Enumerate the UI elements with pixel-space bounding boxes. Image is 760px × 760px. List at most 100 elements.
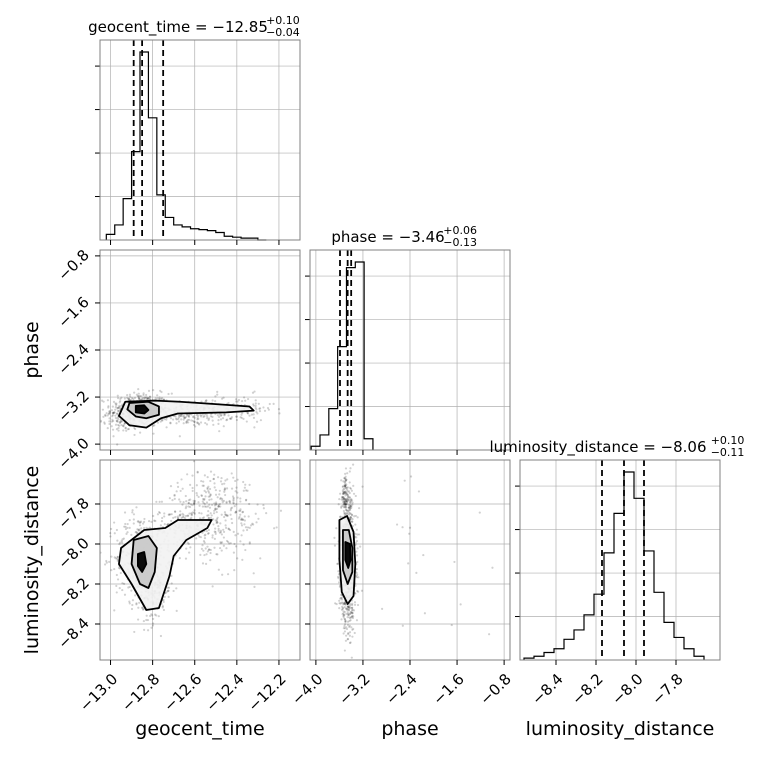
- scatter-point: [167, 589, 170, 592]
- scatter-point: [232, 496, 235, 500]
- scatter-point: [150, 613, 153, 616]
- scatter-point: [109, 411, 112, 414]
- scatter-point: [122, 425, 125, 428]
- scatter-point: [342, 612, 345, 615]
- scatter-point: [143, 396, 146, 399]
- scatter-point: [245, 498, 248, 501]
- scatter-point: [131, 509, 134, 512]
- scatter-point: [148, 395, 152, 399]
- scatter-point: [112, 411, 115, 414]
- scatter-point: [152, 514, 155, 518]
- scatter-point: [221, 499, 224, 502]
- scatter-point: [170, 392, 173, 395]
- scatter-point: [170, 574, 173, 577]
- scatter-point: [248, 414, 251, 417]
- scatter-point: [351, 606, 354, 609]
- scatter-point: [342, 502, 345, 506]
- scatter-point: [239, 509, 242, 512]
- scatter-point: [126, 522, 129, 526]
- scatter-point: [346, 494, 349, 497]
- scatter-point: [193, 499, 197, 503]
- scatter-point: [187, 414, 190, 418]
- scatter-point: [335, 527, 338, 530]
- scatter-point: [137, 397, 140, 400]
- scatter-point: [351, 616, 355, 620]
- scatter-point: [118, 543, 121, 546]
- scatter-point: [176, 485, 180, 488]
- scatter-point: [186, 541, 189, 544]
- scatter-point: [131, 511, 134, 514]
- scatter-point: [190, 513, 193, 516]
- scatter-point: [140, 527, 143, 530]
- scatter-point: [346, 637, 350, 641]
- scatter-point: [148, 397, 152, 401]
- scatter-point: [163, 595, 166, 598]
- scatter-point: [220, 413, 223, 416]
- scatter-point: [343, 491, 346, 494]
- scatter-point: [137, 520, 140, 523]
- scatter-point: [338, 599, 341, 602]
- scatter-point: [344, 620, 347, 623]
- scatter-point: [353, 601, 357, 604]
- scatter-point: [206, 415, 209, 418]
- scatter-point: [147, 397, 150, 400]
- scatter-point: [213, 530, 216, 533]
- scatter-point: [135, 603, 138, 606]
- scatter-point: [227, 527, 230, 530]
- scatter-point: [207, 495, 210, 498]
- scatter-point: [347, 499, 350, 502]
- scatter-point: [200, 547, 203, 551]
- scatter-point: [346, 620, 350, 623]
- scatter-point: [344, 601, 347, 605]
- scatter-point: [188, 512, 191, 515]
- scatter-point: [240, 524, 244, 527]
- scatter-point: [197, 501, 200, 504]
- scatter-point: [199, 421, 203, 424]
- title-text: geocent_time = −12.85: [88, 18, 268, 37]
- scatter-point: [106, 399, 110, 402]
- scatter-point: [209, 551, 212, 555]
- scatter-point: [119, 541, 122, 544]
- scatter-point: [217, 527, 220, 530]
- scatter-point: [203, 505, 206, 508]
- scatter-point: [110, 569, 113, 572]
- scatter-point: [338, 585, 341, 588]
- scatter-point: [348, 470, 351, 473]
- scatter-point: [348, 625, 351, 628]
- scatter-point: [246, 411, 249, 414]
- scatter-point: [130, 397, 134, 400]
- scatter-point: [191, 489, 194, 493]
- scatter-point: [193, 512, 196, 515]
- scatter-point: [353, 603, 357, 606]
- scatter-point: [109, 532, 112, 535]
- scatter-point: [140, 395, 143, 398]
- scatter-point: [340, 601, 343, 604]
- scatter-point: [199, 414, 202, 417]
- scatter-point: [203, 553, 206, 557]
- scatter-point: [341, 491, 345, 494]
- scatter-point: [343, 623, 347, 626]
- scatter-point: [202, 484, 205, 487]
- scatter-point: [343, 503, 346, 506]
- scatter-point: [118, 401, 121, 404]
- scatter-point: [181, 414, 184, 418]
- scatter-point: [204, 562, 208, 565]
- scatter-point: [215, 510, 218, 514]
- scatter-point: [338, 602, 341, 605]
- histogram-geocent_time: [105, 51, 267, 241]
- scatter-point: [128, 585, 131, 588]
- y-tick-label: −7.8: [54, 494, 92, 532]
- scatter-point: [200, 400, 203, 403]
- scatter-point: [340, 618, 343, 621]
- scatter-point: [100, 419, 103, 422]
- scatter-point: [241, 510, 245, 513]
- scatter-point: [163, 515, 166, 518]
- scatter-point: [203, 537, 207, 540]
- scatter-point: [343, 492, 346, 495]
- scatter-point: [216, 393, 219, 396]
- scatter-point: [255, 420, 259, 423]
- y-tick-label: −8.2: [54, 574, 92, 612]
- scatter-point: [356, 560, 359, 564]
- scatter-point: [115, 404, 118, 407]
- scatter-point: [346, 488, 349, 491]
